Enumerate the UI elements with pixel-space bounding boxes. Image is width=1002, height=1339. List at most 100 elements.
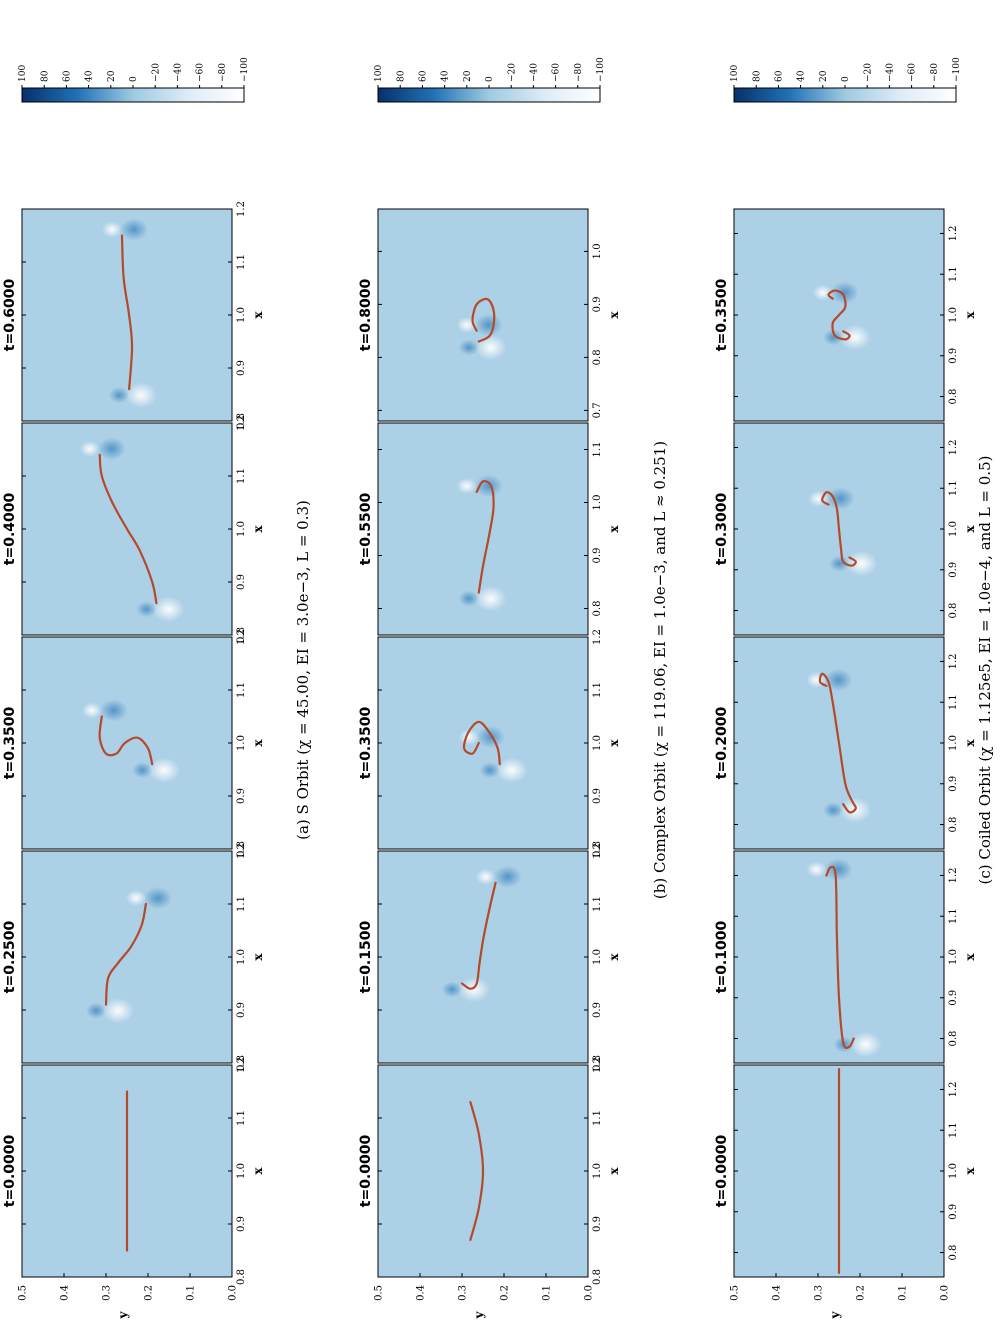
field-background: [734, 851, 944, 1063]
x-tick-label: 0.9: [948, 1204, 959, 1220]
x-tick-label: 0.8: [592, 1269, 603, 1285]
vortex-shading: [458, 339, 479, 356]
x-tick-label: 0.8: [948, 389, 959, 405]
x-axis-label: x: [251, 739, 265, 747]
x-tick-label: 1.0: [592, 1163, 603, 1179]
x-tick-label: 1.0: [948, 1163, 959, 1179]
field-background: [22, 209, 232, 421]
x-tick-label: 0.8: [948, 603, 959, 619]
y-tick-label: 0.1: [542, 1285, 553, 1301]
y-tick-label: 0.0: [940, 1285, 951, 1301]
x-tick-label: 0.9: [236, 788, 247, 804]
x-tick-label: 1.1: [592, 1110, 603, 1126]
filament-curve: [471, 297, 496, 343]
vortex-shading: [474, 585, 507, 612]
colorbar-tick-label: −100: [240, 57, 250, 82]
colorbar-tick-label: 40: [797, 70, 807, 82]
x-tick-label: 0.9: [948, 990, 959, 1006]
filament-curve: [818, 672, 857, 814]
colorbar-tick-label: 40: [85, 70, 95, 82]
vortex-shading: [143, 886, 172, 910]
figure-row-3: (c) Coiled Orbit (χ = 1.125e5, EI = 1.0e…: [714, 57, 994, 1319]
x-tick-label: 1.2: [948, 226, 959, 242]
filament-curve: [825, 865, 855, 1050]
colorbar-tick-label: −100: [596, 57, 606, 82]
colorbar-tick-label: −20: [151, 63, 161, 82]
panel-1: 0.8 0.9 1.0 1.1 1.2 x 0.0 0.1 0.2 0.3 0.4 0.5 y t=0.0…: [358, 1057, 621, 1319]
panel-title: t=0.0000: [358, 1135, 374, 1208]
x-axis-label: x: [251, 311, 265, 319]
y-tick-label: 0.2: [500, 1285, 511, 1301]
x-tick-label: 1.1: [236, 896, 247, 912]
filament-curve: [460, 881, 497, 990]
x-tick-label: 0.9: [592, 548, 603, 564]
x-tick-label: 1.0: [948, 735, 959, 751]
x-tick-label: 1.1: [948, 694, 959, 710]
x-tick-label: 1.0: [948, 307, 959, 323]
y-tick-label: 0.4: [416, 1285, 427, 1301]
panel-1: 0.8 0.9 1.0 1.1 1.2 x 0.0 0.1 0.2 0.3 0.4 0.5 y t=0.0…: [2, 1057, 265, 1319]
x-tick-label: 0.8: [948, 817, 959, 833]
panel-title: t=0.0000: [714, 1135, 730, 1208]
x-tick-label: 1.1: [236, 254, 247, 270]
x-tick-label: 0.9: [948, 348, 959, 364]
colorbar-tick-label: 40: [441, 70, 451, 82]
x-tick-label: 1.0: [236, 735, 247, 751]
x-tick-label: 1.1: [236, 1110, 247, 1126]
vortex-shading: [830, 281, 859, 304]
x-tick-label: 0.9: [948, 562, 959, 578]
x-axis-label: x: [963, 311, 977, 319]
x-tick-label: 1.2: [236, 629, 247, 645]
x-tick-label: 0.9: [592, 1002, 603, 1018]
x-axis-label: x: [607, 525, 621, 533]
x-tick-label: 1.0: [592, 735, 603, 751]
panel-4: 0.8 0.9 1.0 1.1 x t=0.5500: [358, 422, 621, 636]
panel-title: t=0.3500: [358, 707, 374, 780]
panel-title: t=0.3500: [714, 279, 730, 352]
panel-2: 0.8 0.9 1.0 1.1 1.2 x t=0.1500: [358, 843, 621, 1071]
x-tick-label: 1.2: [236, 415, 247, 431]
filament-curve: [462, 720, 501, 766]
vortex-shading: [125, 382, 158, 409]
y-tick-label: 0.5: [18, 1285, 29, 1301]
panel-3: 0.8 0.9 1.0 1.1 1.2 x t=0.2000: [714, 636, 977, 850]
panel-title: t=0.4000: [2, 493, 18, 566]
vortex-shading: [136, 601, 157, 618]
y-tick-label: 0.3: [102, 1285, 113, 1301]
filament-curve: [475, 479, 495, 594]
x-tick-label: 1.0: [592, 243, 603, 259]
colorbar-tick-label: 60: [419, 70, 429, 82]
vortex-shading: [86, 1002, 106, 1019]
colorbar-tick-label: −60: [196, 63, 206, 82]
panel-4: 0.8 0.9 1.0 1.1 1.2 x t=0.3000: [714, 422, 977, 636]
vortex-shading: [823, 802, 844, 819]
panel-5: 0.8 0.9 1.0 1.1 1.2 x t=0.6000: [2, 201, 265, 429]
y-axis-label: y: [116, 1310, 130, 1319]
vortex-shading: [99, 699, 128, 722]
x-tick-label: 1.1: [592, 896, 603, 912]
colorbar-tick-label: 80: [40, 70, 50, 82]
panel-3: 0.8 0.9 1.0 1.1 1.2 x t=0.3500: [358, 629, 621, 857]
x-tick-label: 1.0: [948, 521, 959, 537]
x-tick-label: 0.9: [236, 574, 247, 590]
vortex-shading: [132, 762, 153, 779]
colorbar: 100 80 60 40 20 0 −20 −40 −60 −80 −100: [18, 57, 250, 103]
figure-row-1: (a) S Orbit (χ = 45.00, EI = 3.0e−3, L =…: [2, 57, 312, 1319]
panel-2: 0.8 0.9 1.0 1.1 1.2 x t=0.1000: [714, 850, 977, 1064]
y-tick-label: 0.1: [898, 1285, 909, 1301]
x-tick-label: 0.9: [948, 776, 959, 792]
x-tick-label: 1.1: [236, 468, 247, 484]
colorbar-tick-label: −60: [908, 63, 918, 82]
colorbar-tick-label: 60: [775, 70, 785, 82]
colorbar-tick-label: 0: [841, 76, 851, 82]
filament-curve: [821, 491, 857, 567]
x-axis-label: x: [251, 953, 265, 961]
filament-curve: [98, 453, 158, 605]
x-axis-label: x: [963, 953, 977, 961]
x-tick-label: 0.8: [236, 1269, 247, 1285]
vortex-shading: [119, 218, 148, 241]
y-tick-label: 0.5: [374, 1285, 385, 1301]
subfigure-caption: (a) S Orbit (χ = 45.00, EI = 3.0e−3, L =…: [294, 500, 312, 840]
vortex-shading: [148, 757, 181, 783]
colorbar-tick-label: 80: [752, 70, 762, 82]
